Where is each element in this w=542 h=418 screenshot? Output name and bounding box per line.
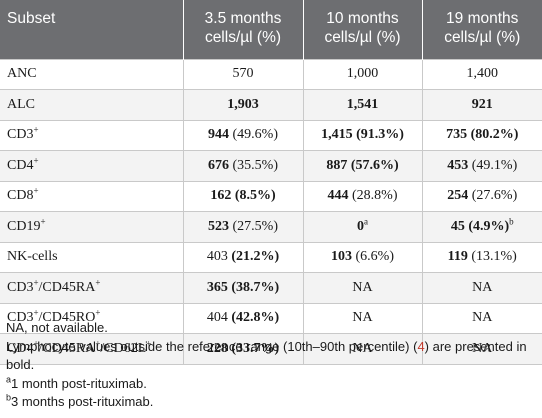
value-cell: 570 [182,58,304,90]
header-10-months: 10 months cells/µl (%) [303,0,423,59]
row-label: CD3+/CD45RO+ [0,302,184,334]
table-row: CD4+/CD45RA+/CD62L+ 228 (33.7%) NA NA [0,333,542,365]
footnote-na: NA, not available. [6,320,108,335]
value-cell: 1,400 [421,58,542,90]
value-cell: 1,000 [302,58,423,90]
row-label: CD3+/CD45RA+ [0,272,184,304]
value-cell: 1,903 [182,89,304,121]
table-row: ANC 570 1,000 1,400 [0,58,542,90]
table-row: CD3+/CD45RO+ 404 (42.8%) NA NA [0,302,542,334]
value-cell: NA [421,302,542,334]
value-cell: 1,415 (91.3%) [302,119,423,151]
value-cell: NA [421,333,542,365]
table-row: ALC 1,903 1,541 921 [0,89,542,121]
lymphocyte-subsets-table: Subset 3.5 months cells/µl (%) 10 months c… [0,0,542,365]
value-cell: 887 (57.6%) [302,150,423,182]
table-footnotes: NA, not available. Lymphocyte values out… [6,319,540,412]
value-cell: 944 (49.6%) [182,119,304,151]
value-cell: 1,541 [302,89,423,121]
row-label: CD3+ [0,119,184,151]
footnote-b: b3 months post-rituximab. [6,392,154,409]
table-row: CD3+ 944 (49.6%) 1,415 (91.3%) 735 (80.2%) [0,119,542,151]
row-label: NK-cells [0,241,184,273]
value-cell: NA [421,272,542,304]
value-cell: 119 (13.1%) [421,241,542,273]
header-subset: Subset [0,0,184,59]
value-cell: 365 (38.7%) [182,272,304,304]
value-cell: 45 (4.9%)b [421,211,542,243]
row-label: CD8+ [0,180,184,212]
header-19-months: 19 months cells/µl (%) [422,0,542,59]
value-cell: 403 (21.2%) [182,241,304,273]
table-header-row: Subset 3.5 months cells/µl (%) 10 months c… [0,0,542,59]
table-row: CD8+ 162 (8.5%) 444 (28.8%) 254 (27.6%) [0,180,542,212]
value-cell: 921 [421,89,542,121]
value-cell: 453 (49.1%) [421,150,542,182]
value-cell: 162 (8.5%) [182,180,304,212]
footnote-a: a1 month post-rituximab. [6,374,147,391]
row-label: CD4+/CD45RA+/CD62L+ [0,333,184,365]
reference-link[interactable]: 4 [417,338,425,354]
table-row: CD19+ 523 (27.5%) 0a 45 (4.9%)b [0,211,542,243]
header-3-5-months: 3.5 months cells/µl (%) [183,0,304,59]
row-label: CD4+ [0,150,184,182]
row-label: ALC [0,89,184,121]
value-cell: 735 (80.2%) [421,119,542,151]
row-label: ANC [0,58,184,90]
footnote-reference-range: Lymphocyte values outside the reference … [6,338,527,373]
table-row: CD4+ 676 (35.5%) 887 (57.6%) 453 (49.1%) [0,150,542,182]
row-label: CD19+ [0,211,184,243]
value-cell: 228 (33.7%) [182,333,304,365]
value-cell: 404 (42.8%) [182,302,304,334]
value-cell: 523 (27.5%) [182,211,304,243]
table-row: CD3+/CD45RA+ 365 (38.7%) NA NA [0,272,542,304]
value-cell: 254 (27.6%) [421,180,542,212]
value-cell: 676 (35.5%) [182,150,304,182]
value-cell: NA [302,272,423,304]
table-row: NK-cells 403 (21.2%) 103 (6.6%) 119 (13.1%) [0,241,542,273]
value-cell: NA [302,333,423,365]
value-cell: 0a [302,211,423,243]
value-cell: 444 (28.8%) [302,180,423,212]
value-cell: 103 (6.6%) [302,241,423,273]
